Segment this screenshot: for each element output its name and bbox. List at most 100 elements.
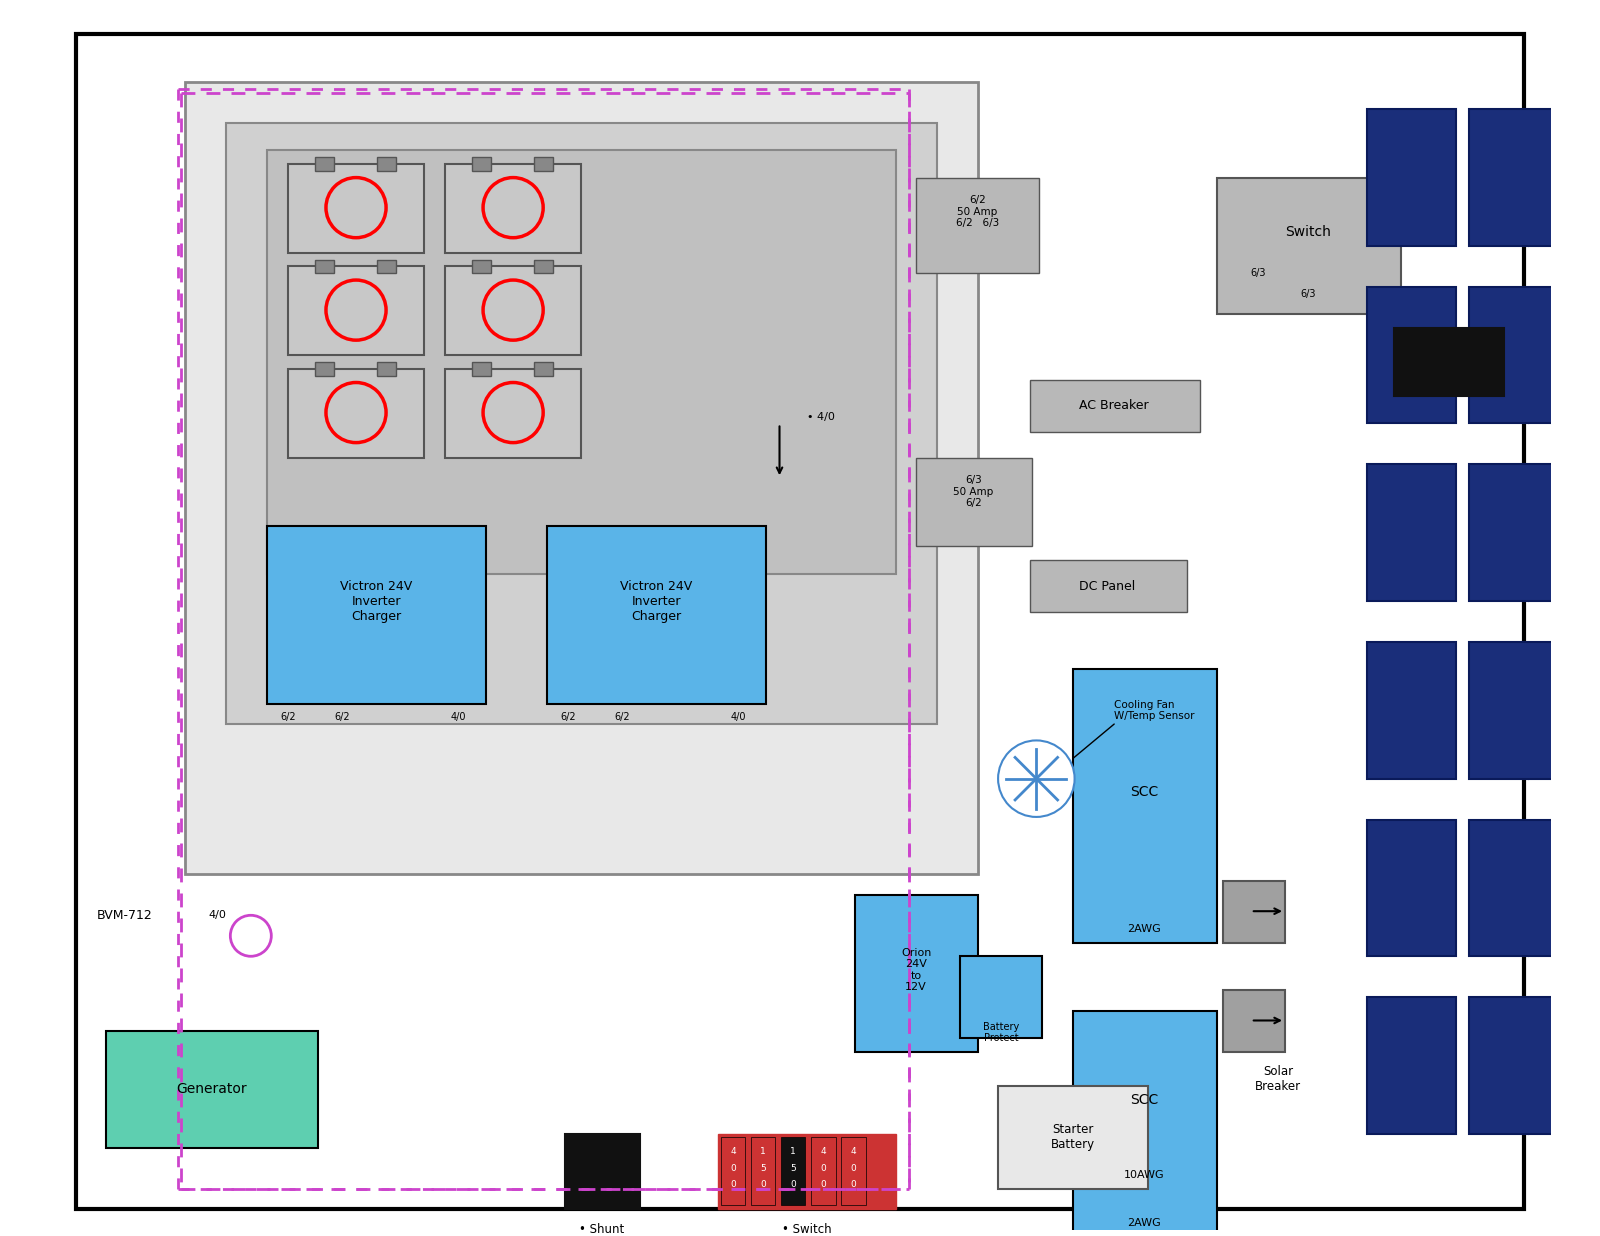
Bar (534, 260, 552, 273)
Text: Starter
Battery: Starter Battery (1051, 1122, 1096, 1151)
Text: 2AWG: 2AWG (1128, 925, 1162, 934)
Bar (106, 1031, 318, 1147)
Bar (1394, 328, 1504, 397)
Text: 6/2: 6/2 (560, 712, 576, 722)
Text: SCC: SCC (1130, 1093, 1158, 1106)
Bar (1224, 881, 1285, 943)
Text: 6/2: 6/2 (614, 712, 630, 722)
Bar (854, 895, 978, 1052)
Bar (226, 122, 936, 724)
Bar (1469, 819, 1558, 957)
Bar (842, 1137, 866, 1205)
Text: 0: 0 (730, 1163, 736, 1173)
Text: 0: 0 (790, 1180, 797, 1189)
Bar (376, 260, 395, 273)
Bar (288, 368, 424, 457)
Bar (917, 457, 1032, 546)
Text: 0: 0 (730, 1180, 736, 1189)
Bar (315, 157, 334, 171)
Bar (565, 1133, 640, 1209)
Bar (1366, 997, 1456, 1133)
Text: 4/0: 4/0 (731, 712, 746, 722)
Bar (1469, 997, 1558, 1133)
Bar (917, 178, 1038, 273)
Text: Victron 24V
Inverter
Charger: Victron 24V Inverter Charger (341, 580, 413, 623)
Text: Generator: Generator (176, 1082, 246, 1096)
Text: Solar
Breaker: Solar Breaker (1254, 1065, 1301, 1093)
Bar (472, 157, 491, 171)
Text: 4: 4 (851, 1147, 856, 1156)
Bar (1366, 465, 1456, 601)
Text: 5: 5 (790, 1163, 797, 1173)
Text: 0: 0 (851, 1180, 856, 1189)
Bar (186, 82, 978, 874)
Text: 0: 0 (821, 1180, 826, 1189)
Bar (445, 368, 581, 457)
Bar (1469, 109, 1558, 246)
Bar (781, 1137, 805, 1205)
Text: 6/2: 6/2 (334, 712, 350, 722)
Bar (1074, 670, 1216, 943)
Bar (750, 1137, 776, 1205)
Bar (315, 362, 334, 376)
Text: Victron 24V
Inverter
Charger: Victron 24V Inverter Charger (621, 580, 693, 623)
Bar (998, 1086, 1149, 1189)
Bar (1469, 641, 1558, 779)
Text: Cooling Fan
W/Temp Sensor: Cooling Fan W/Temp Sensor (1114, 700, 1195, 721)
Text: 2AWG: 2AWG (1128, 1217, 1162, 1227)
Bar (267, 527, 486, 703)
Bar (1224, 990, 1285, 1052)
Text: 4/0: 4/0 (208, 910, 226, 921)
Bar (1216, 178, 1402, 314)
Bar (315, 260, 334, 273)
Bar (267, 151, 896, 574)
Text: • Shunt: • Shunt (579, 1222, 624, 1236)
Text: Switch: Switch (1285, 225, 1331, 240)
Text: BVM-712: BVM-712 (96, 908, 152, 922)
Bar (288, 267, 424, 355)
Bar (1029, 560, 1187, 612)
Text: 6/2: 6/2 (280, 712, 296, 722)
Bar (1366, 109, 1456, 246)
Text: DC Panel: DC Panel (1080, 580, 1136, 592)
Text: 6/3: 6/3 (1250, 268, 1266, 278)
Bar (547, 527, 766, 703)
Bar (534, 362, 552, 376)
Bar (718, 1133, 896, 1209)
Text: 4: 4 (821, 1147, 826, 1156)
Bar (811, 1137, 835, 1205)
Bar (1366, 287, 1456, 424)
Text: Battery
Protect: Battery Protect (982, 1022, 1019, 1043)
Bar (1469, 465, 1558, 601)
Bar (720, 1137, 746, 1205)
Circle shape (998, 740, 1075, 817)
Text: 4/0: 4/0 (451, 712, 466, 722)
Bar (1469, 287, 1558, 424)
Text: 6/3
50 Amp
6/2: 6/3 50 Amp 6/2 (954, 475, 994, 508)
Text: 4: 4 (730, 1147, 736, 1156)
Bar (472, 260, 491, 273)
Circle shape (230, 916, 272, 957)
Text: 0: 0 (821, 1163, 826, 1173)
Bar (1029, 379, 1200, 431)
Text: SCC: SCC (1130, 785, 1158, 800)
Bar (534, 157, 552, 171)
Text: 6/2
50 Amp
6/2   6/3: 6/2 50 Amp 6/2 6/3 (955, 195, 1000, 229)
Bar (445, 267, 581, 355)
Text: 10AWG: 10AWG (1123, 1169, 1165, 1180)
Bar (1074, 1011, 1216, 1236)
Bar (960, 957, 1042, 1038)
Bar (288, 164, 424, 252)
Bar (472, 362, 491, 376)
Bar (1366, 819, 1456, 957)
Text: • Switch: • Switch (782, 1222, 832, 1236)
Text: 5: 5 (760, 1163, 766, 1173)
Text: 6/3: 6/3 (1301, 289, 1315, 299)
Text: Orion
24V
to
12V: Orion 24V to 12V (901, 948, 931, 993)
Text: • 4/0: • 4/0 (806, 412, 835, 421)
Bar (376, 362, 395, 376)
Bar (376, 157, 395, 171)
Bar (445, 164, 581, 252)
Text: 0: 0 (851, 1163, 856, 1173)
Text: AC Breaker: AC Breaker (1080, 399, 1149, 413)
